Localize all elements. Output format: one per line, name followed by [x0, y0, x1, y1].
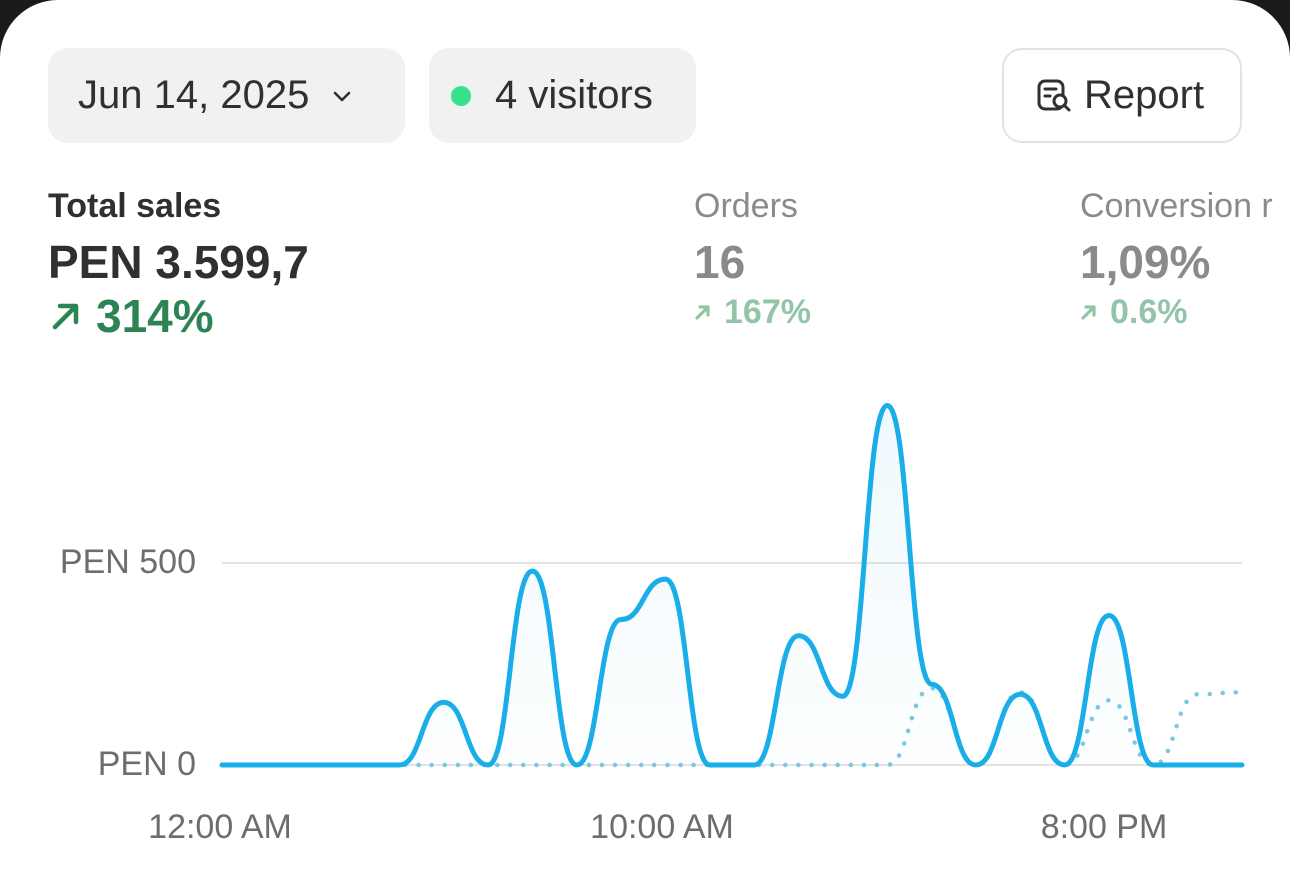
- series-line-current: [219, 402, 1245, 768]
- metric-label: Orders: [694, 187, 798, 225]
- report-label: Report: [1084, 73, 1205, 117]
- x-tick-label: 10:00 AM: [590, 808, 734, 846]
- visitors-label: 4 visitors: [495, 73, 653, 117]
- x-tick-label: 12:00 AM: [148, 808, 292, 846]
- metric-label: Total sales: [48, 187, 222, 225]
- x-tick-label: 8:00 PM: [1040, 808, 1168, 846]
- arrow-up-right-icon: [48, 298, 84, 334]
- live-visitors-badge[interactable]: 4 visitors: [429, 48, 696, 143]
- live-dot-icon: [451, 85, 471, 106]
- series-area: [222, 405, 1242, 765]
- date-label: Jun 14, 2025: [78, 73, 310, 117]
- report-search-icon: [1034, 76, 1074, 116]
- metric-change: 167%: [694, 290, 811, 334]
- metric-total-sales[interactable]: Total sales PEN 3.599,7 314%: [48, 186, 309, 342]
- metric-change: 314%: [48, 290, 309, 342]
- report-button[interactable]: Report: [1002, 48, 1242, 143]
- metric-change-value: 0.6%: [1110, 293, 1188, 331]
- y-tick-label: PEN 0: [97, 745, 196, 783]
- date-picker-button[interactable]: Jun 14, 2025: [48, 48, 405, 143]
- metric-orders[interactable]: Orders 16 167%: [694, 186, 811, 334]
- metric-label: Conversion r: [1080, 187, 1273, 225]
- metric-change-value: 167%: [724, 293, 811, 331]
- metric-value: 16: [694, 236, 746, 288]
- y-tick-label: PEN 500: [59, 543, 196, 581]
- arrow-up-right-icon: [1080, 303, 1098, 321]
- metric-change-value: 314%: [96, 290, 214, 342]
- metric-value: 1,09%: [1080, 236, 1211, 288]
- chevron-down-icon: [327, 81, 357, 111]
- arrow-up-right-icon: [694, 303, 712, 321]
- metric-conversion-rate[interactable]: Conversion r 1,09% 0.6%: [1080, 186, 1273, 334]
- metric-value: PEN 3.599,7: [48, 236, 309, 288]
- metric-change: 0.6%: [1080, 290, 1273, 334]
